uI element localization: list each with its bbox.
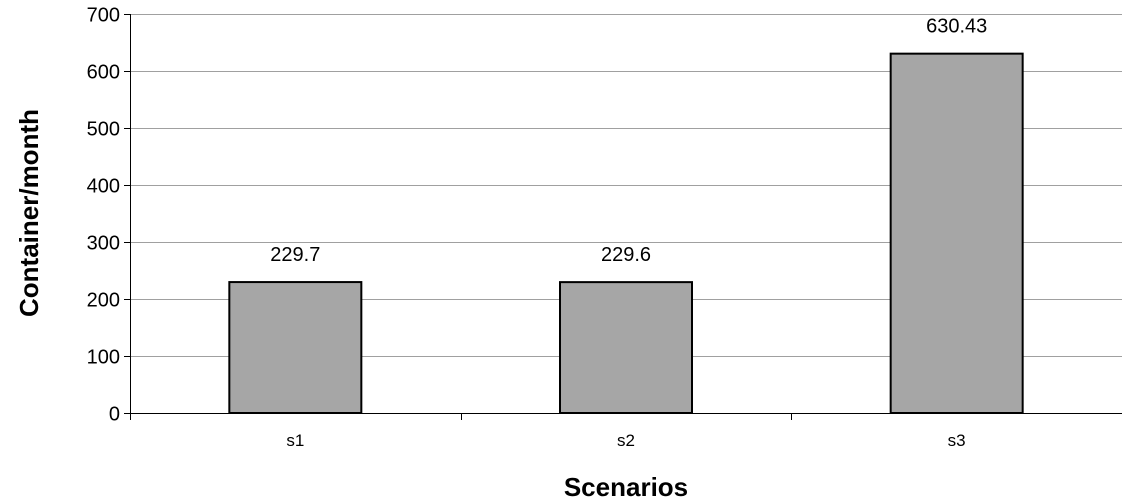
data-label: 229.6: [601, 244, 651, 266]
bars: [228, 52, 1024, 415]
y-tick-label: 300: [87, 233, 120, 255]
y-axis-title: Container/month: [14, 109, 44, 317]
axes: [124, 14, 1122, 420]
x-tick-labels: s1 s2 s3: [286, 431, 965, 450]
y-tick-label: 600: [87, 62, 120, 84]
x-tick-label: s3: [948, 431, 966, 450]
y-tick-label: 400: [87, 176, 120, 198]
y-tick-label: 100: [87, 347, 120, 369]
x-axis-title: Scenarios: [564, 472, 688, 502]
data-labels: 229.7 229.6 630.43: [270, 16, 987, 266]
y-tick-label: 500: [87, 119, 120, 141]
bar-s2: [559, 281, 693, 414]
data-label: 630.43: [926, 16, 987, 38]
data-label: 229.7: [270, 244, 320, 266]
bar-s3: [889, 52, 1024, 414]
x-tick-label: s1: [286, 431, 304, 450]
x-tick-label: s2: [617, 431, 635, 450]
y-tick-label: 200: [87, 290, 120, 312]
y-tick-label: 700: [87, 5, 120, 27]
y-tick-labels: 0 100 200 300 400 500 600 700: [87, 5, 120, 426]
y-tick-label: 0: [109, 404, 120, 426]
bar-s1: [228, 281, 363, 415]
